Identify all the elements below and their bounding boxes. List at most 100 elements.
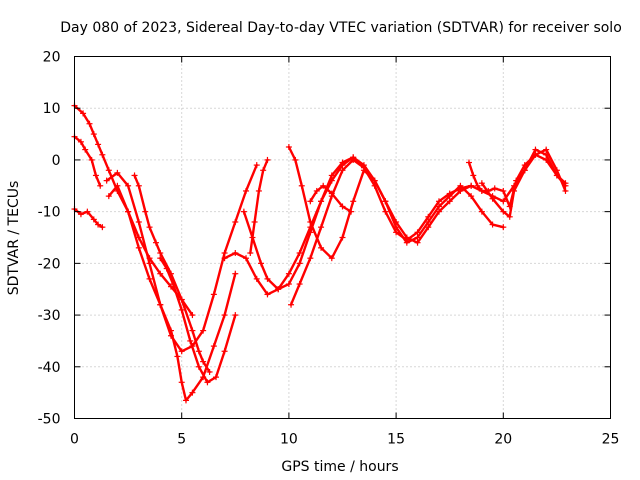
data-point — [478, 208, 485, 215]
data-point — [125, 208, 132, 215]
data-point — [114, 182, 121, 189]
data-point — [152, 239, 159, 246]
data-point — [468, 182, 475, 189]
data-point — [318, 224, 325, 231]
data-point — [285, 281, 292, 288]
data-point — [414, 234, 421, 241]
y-tick-label: 10 — [43, 101, 61, 117]
data-point — [178, 306, 185, 313]
series-line — [133, 174, 211, 374]
data-point — [97, 182, 104, 189]
data-point — [99, 151, 106, 158]
series-line — [242, 148, 567, 291]
data-point — [500, 208, 507, 215]
data-point — [88, 156, 95, 163]
x-tick-label: 10 — [280, 432, 298, 448]
data-point — [135, 244, 142, 251]
data-point — [425, 218, 432, 225]
data-point — [90, 216, 97, 223]
data-point — [532, 151, 539, 158]
data-point — [84, 208, 91, 215]
data-point — [163, 265, 170, 272]
data-point — [465, 159, 472, 166]
series-line — [289, 158, 473, 306]
data-point — [328, 255, 335, 262]
y-tick-label: -40 — [38, 360, 61, 376]
data-point — [264, 275, 271, 282]
x-tick-label: 5 — [177, 432, 186, 448]
data-point — [521, 167, 528, 174]
data-point — [232, 250, 239, 257]
data-point — [521, 162, 528, 169]
data-point — [125, 182, 132, 189]
data-point — [210, 291, 217, 298]
y-tick-label: -50 — [38, 412, 61, 428]
axis-ticks — [74, 56, 611, 419]
x-tick-label: 20 — [494, 432, 512, 448]
y-tick-label: -20 — [38, 256, 61, 272]
data-point — [320, 182, 327, 189]
data-point — [500, 224, 507, 231]
data-point — [142, 208, 149, 215]
data-point — [135, 182, 142, 189]
data-point — [105, 167, 112, 174]
data-point — [103, 177, 110, 184]
data-point — [307, 229, 314, 236]
data-point — [474, 182, 481, 189]
data-point — [157, 270, 164, 277]
data-point — [425, 224, 432, 231]
x-tick-label: 15 — [387, 432, 405, 448]
data-point — [457, 185, 464, 192]
data-point — [99, 224, 106, 231]
data-point — [489, 221, 496, 228]
data-point — [258, 260, 265, 267]
data-series — [71, 102, 569, 404]
data-point — [213, 374, 220, 381]
data-point — [210, 343, 217, 350]
data-point — [146, 260, 153, 267]
data-point — [285, 144, 292, 150]
data-point — [414, 229, 421, 236]
data-point — [200, 358, 207, 365]
data-point — [298, 182, 305, 189]
data-point — [553, 167, 560, 174]
data-point — [243, 187, 250, 194]
tick-labels: 0 5 10 15 20 25 -50 -40 -30 -20 -10 0 10 20 — [38, 50, 620, 448]
data-point — [414, 239, 421, 246]
data-point — [187, 337, 194, 344]
series-pass-6 — [131, 172, 213, 375]
data-point — [339, 159, 346, 166]
data-point — [307, 198, 314, 205]
data-point — [318, 198, 325, 205]
data-point — [339, 167, 346, 174]
series-pass-8 — [221, 154, 357, 298]
data-point — [253, 275, 260, 282]
data-point — [221, 250, 228, 257]
data-point — [174, 353, 181, 360]
series-pass-5 — [105, 182, 239, 404]
data-point — [532, 146, 539, 153]
data-point — [296, 281, 303, 288]
data-point — [371, 182, 378, 189]
data-point — [446, 198, 453, 205]
x-tick-label: 0 — [70, 432, 79, 448]
data-point — [232, 270, 239, 277]
data-point — [189, 327, 196, 334]
data-point — [562, 187, 569, 194]
data-point — [114, 169, 121, 176]
y-axis-label: SDTVAR / TECUs — [6, 181, 22, 296]
data-point — [178, 348, 185, 355]
data-point — [243, 255, 250, 262]
data-point — [105, 193, 112, 200]
data-point — [511, 187, 518, 194]
data-point — [200, 327, 207, 334]
data-point — [313, 187, 320, 194]
series-line — [467, 153, 567, 208]
data-point — [86, 120, 93, 127]
data-point — [543, 156, 550, 163]
data-point — [221, 312, 228, 319]
data-point — [232, 218, 239, 225]
data-point — [253, 162, 260, 169]
data-point — [251, 218, 258, 225]
